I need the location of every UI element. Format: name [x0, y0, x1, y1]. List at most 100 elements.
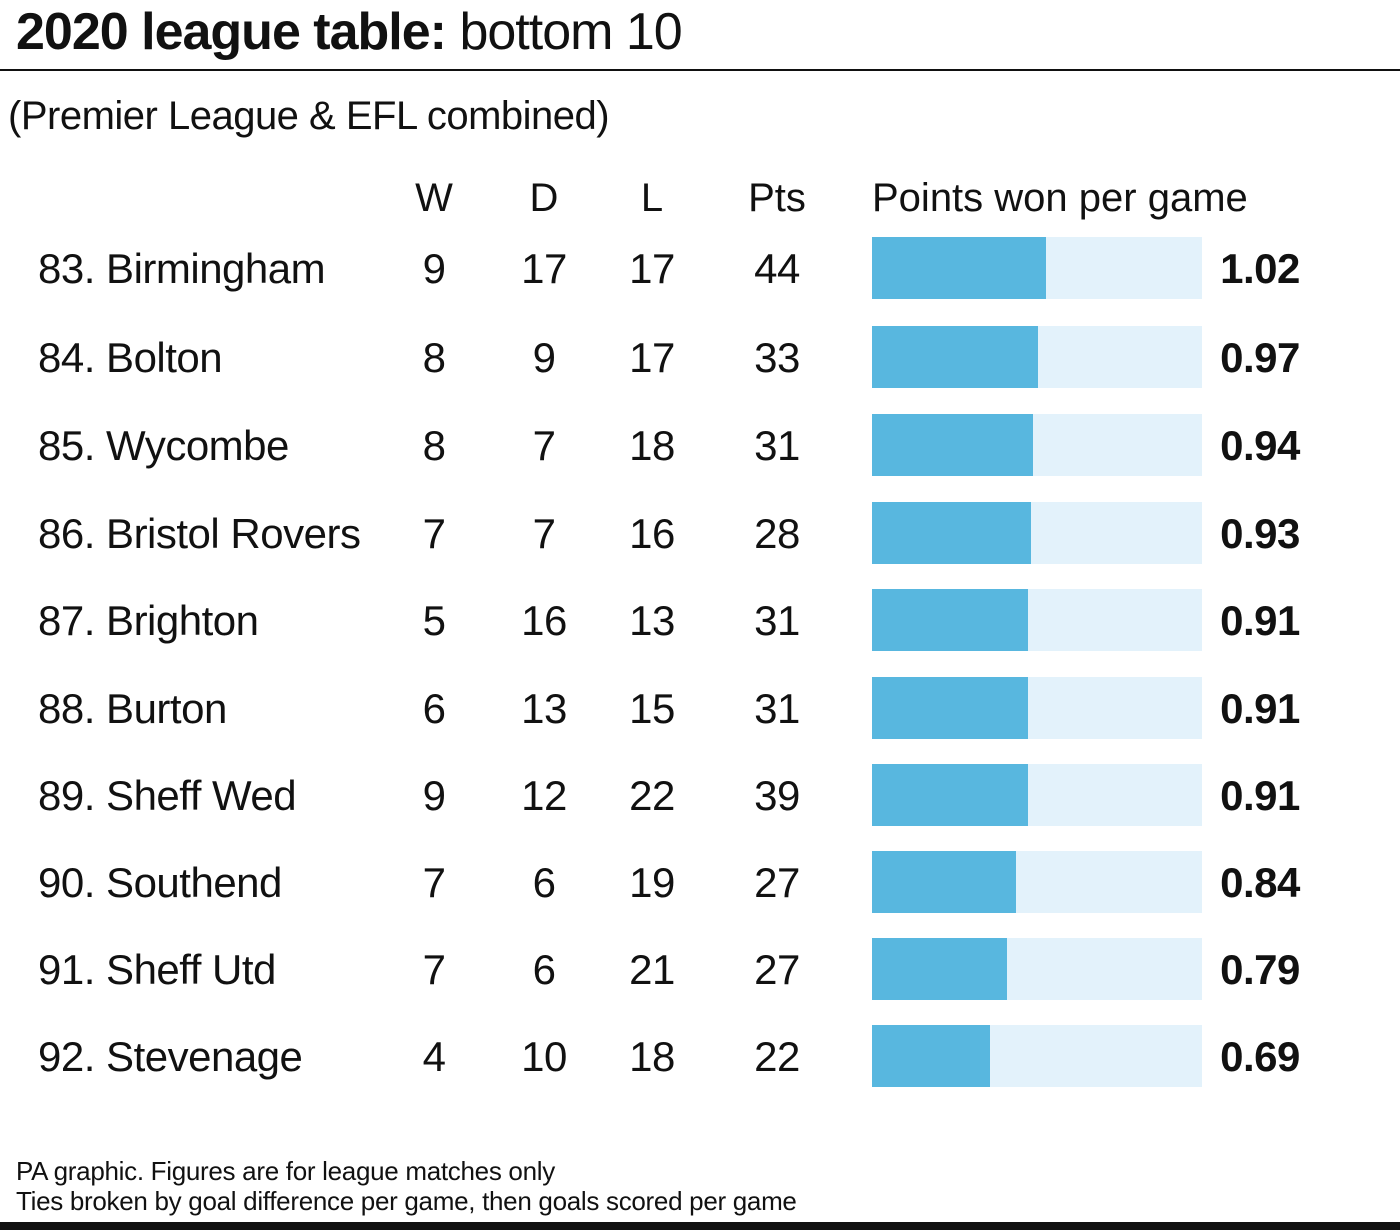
draws-cell: 7: [532, 510, 556, 557]
draws-cell: 6: [532, 946, 556, 993]
bar-track: [872, 677, 1202, 739]
table-row: 88. Burton 6 13 15 31 0.91: [0, 677, 1400, 741]
losses-cell: 17: [629, 245, 675, 292]
chart-title: 2020 league table: bottom 10: [16, 2, 683, 62]
losses-cell: 18: [629, 1033, 675, 1080]
points-cell: 44: [754, 245, 800, 292]
bar-track: [872, 237, 1202, 299]
team-name: 88. Burton: [38, 685, 227, 732]
header-w: W: [415, 176, 453, 220]
ppg-label: 0.91: [1220, 685, 1300, 732]
ppg-label: 0.97: [1220, 334, 1300, 381]
wins-cell: 7: [422, 859, 446, 906]
wins-cell: 7: [422, 946, 446, 993]
table-row: 89. Sheff Wed 9 12 22 39 0.91: [0, 764, 1400, 828]
bar-track: [872, 764, 1202, 826]
header-pts: Pts: [748, 176, 806, 220]
points-cell: 33: [754, 334, 800, 381]
bar: [872, 414, 1033, 476]
draws-cell: 7: [532, 422, 556, 469]
ppg-label: 0.93: [1220, 510, 1300, 557]
wins-cell: 9: [422, 772, 446, 819]
ppg-label: 0.91: [1220, 597, 1300, 644]
bar-track: [872, 851, 1202, 913]
losses-cell: 22: [629, 772, 675, 819]
footnote-source: PA graphic. Figures are for league match…: [16, 1156, 555, 1186]
table-row: 87. Brighton 5 16 13 31 0.91: [0, 589, 1400, 653]
chart-subtitle: (Premier League & EFL combined): [8, 94, 610, 138]
wins-cell: 5: [422, 597, 446, 644]
bottom-rule: [0, 1222, 1400, 1230]
table-row: 83. Birmingham 9 17 17 44 1.02: [0, 237, 1400, 301]
bar-track: [872, 589, 1202, 651]
table-row: 84. Bolton 8 9 17 33 0.97: [0, 326, 1400, 390]
draws-cell: 6: [532, 859, 556, 906]
header-l: L: [640, 176, 664, 220]
table-row: 90. Southend 7 6 19 27 0.84: [0, 851, 1400, 915]
table-row: 92. Stevenage 4 10 18 22 0.69: [0, 1025, 1400, 1089]
draws-cell: 10: [521, 1033, 567, 1080]
header-ppg: Points won per game: [872, 176, 1248, 220]
losses-cell: 21: [629, 946, 675, 993]
draws-cell: 9: [532, 334, 556, 381]
points-cell: 31: [754, 422, 800, 469]
draws-cell: 12: [521, 772, 567, 819]
wins-cell: 8: [422, 334, 446, 381]
team-name: 89. Sheff Wed: [38, 772, 297, 819]
ppg-label: 1.02: [1220, 245, 1300, 292]
team-name: 84. Bolton: [38, 334, 223, 381]
ppg-label: 0.94: [1220, 422, 1300, 469]
draws-cell: 17: [521, 245, 567, 292]
ppg-label: 0.91: [1220, 772, 1300, 819]
table-row: 85. Wycombe 8 7 18 31 0.94: [0, 414, 1400, 478]
points-cell: 27: [754, 859, 800, 906]
team-name: 90. Southend: [38, 859, 282, 906]
wins-cell: 6: [422, 685, 446, 732]
points-cell: 27: [754, 946, 800, 993]
wins-cell: 4: [422, 1033, 446, 1080]
bar-track: [872, 938, 1202, 1000]
points-cell: 22: [754, 1033, 800, 1080]
bar-track: [872, 326, 1202, 388]
bar: [872, 851, 1016, 913]
losses-cell: 16: [629, 510, 675, 557]
bar-track: [872, 1025, 1202, 1087]
points-cell: 31: [754, 597, 800, 644]
header-d: D: [529, 176, 559, 220]
bar: [872, 502, 1031, 564]
draws-cell: 13: [521, 685, 567, 732]
losses-cell: 17: [629, 334, 675, 381]
wins-cell: 9: [422, 245, 446, 292]
bar: [872, 764, 1028, 826]
team-name: 85. Wycombe: [38, 422, 289, 469]
title-rule: [0, 69, 1400, 71]
team-name: 83. Birmingham: [38, 245, 326, 292]
bar-track: [872, 414, 1202, 476]
table-row: 91. Sheff Utd 7 6 21 27 0.79: [0, 938, 1400, 1002]
losses-cell: 13: [629, 597, 675, 644]
ppg-label: 0.79: [1220, 946, 1300, 993]
team-name: 86. Bristol Rovers: [38, 510, 361, 557]
losses-cell: 18: [629, 422, 675, 469]
draws-cell: 16: [521, 597, 567, 644]
bar: [872, 677, 1028, 739]
bar-track: [872, 502, 1202, 564]
title-light: bottom 10: [459, 3, 682, 61]
bar: [872, 589, 1028, 651]
team-name: 91. Sheff Utd: [38, 946, 276, 993]
points-cell: 39: [754, 772, 800, 819]
wins-cell: 8: [422, 422, 446, 469]
ppg-label: 0.84: [1220, 859, 1300, 906]
team-name: 87. Brighton: [38, 597, 259, 644]
points-cell: 28: [754, 510, 800, 557]
title-bold: 2020 league table:: [16, 3, 447, 61]
bar: [872, 938, 1008, 1000]
bar: [872, 1025, 990, 1087]
team-name: 92. Stevenage: [38, 1033, 303, 1080]
losses-cell: 15: [629, 685, 675, 732]
bar: [872, 326, 1038, 388]
points-cell: 31: [754, 685, 800, 732]
table-row: 86. Bristol Rovers 7 7 16 28 0.93: [0, 502, 1400, 566]
footnote-ties: Ties broken by goal difference per game,…: [16, 1186, 797, 1216]
bar: [872, 237, 1047, 299]
